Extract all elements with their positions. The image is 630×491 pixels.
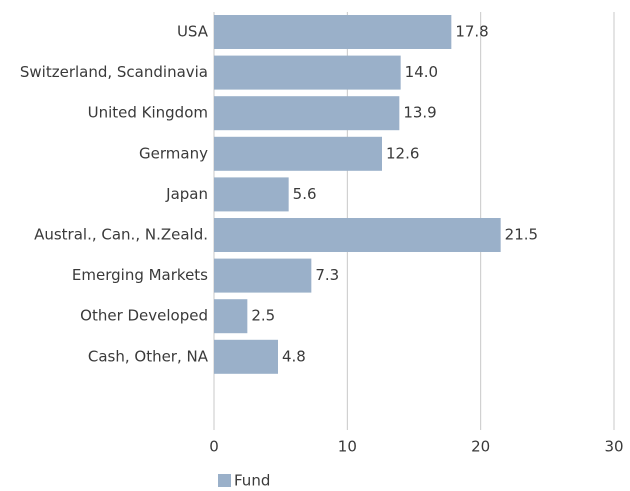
value-label: 13.9: [403, 104, 436, 122]
bar: [214, 55, 401, 90]
x-tick-label: 10: [338, 438, 357, 456]
bar: [214, 218, 501, 252]
x-tick-label: 30: [604, 438, 623, 456]
y-tick-label: USA: [177, 23, 209, 41]
bar: [214, 136, 382, 171]
bar: [214, 177, 289, 212]
value-label: 17.8: [455, 23, 488, 41]
y-tick-label: Germany: [139, 144, 208, 162]
value-label: 4.8: [282, 347, 306, 365]
value-label: 12.6: [386, 144, 419, 162]
y-tick-label: Cash, Other, NA: [88, 347, 209, 365]
value-label: 14.0: [405, 63, 438, 81]
x-tick-label: 0: [209, 438, 219, 456]
y-tick-label: Emerging Markets: [72, 266, 208, 284]
bar: [214, 299, 248, 334]
value-label: 7.3: [315, 266, 339, 284]
bar: [214, 339, 278, 374]
value-label: 2.5: [251, 307, 275, 325]
bar: [214, 258, 312, 293]
bar: [214, 15, 452, 49]
y-tick-label: Switzerland, Scandinavia: [20, 63, 208, 81]
value-label: 21.5: [505, 226, 538, 244]
y-tick-label: United Kingdom: [88, 104, 208, 122]
y-tick-label: Japan: [165, 185, 208, 203]
y-tick-label: Austral., Can., N.Zeald.: [34, 226, 208, 244]
y-tick-label: Other Developed: [80, 307, 208, 325]
value-label: 5.6: [293, 185, 317, 203]
bar: [214, 96, 400, 131]
legend-swatch: [218, 474, 231, 487]
legend-label: Fund: [234, 472, 270, 490]
x-tick-label: 20: [471, 438, 490, 456]
